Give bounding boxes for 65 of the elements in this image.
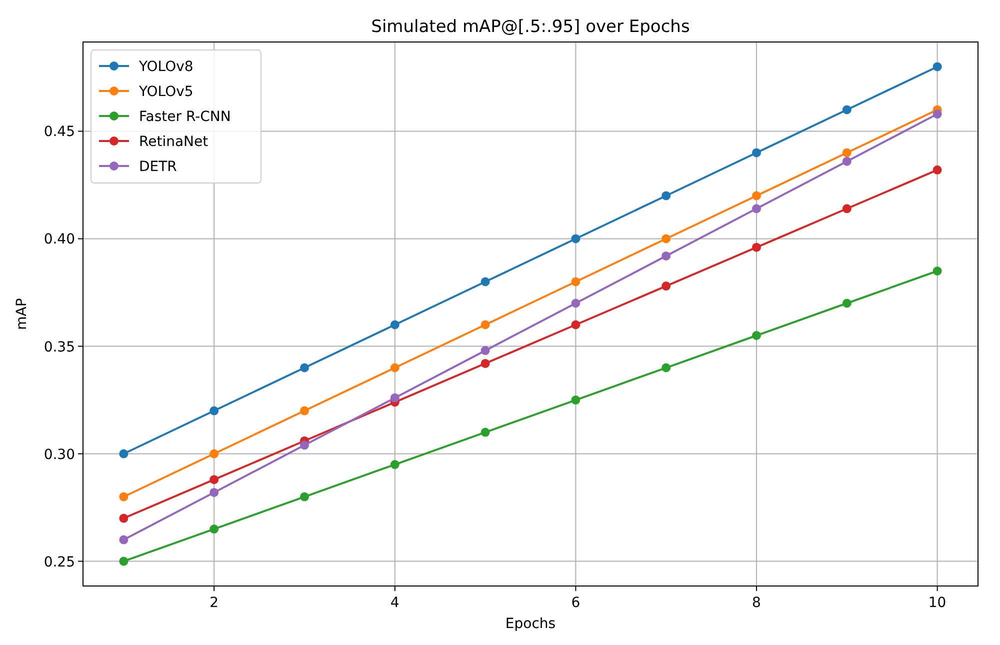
legend-label: DETR: [139, 159, 178, 175]
point: [662, 191, 671, 200]
point: [119, 514, 128, 523]
point: [932, 266, 942, 276]
point: [752, 148, 762, 158]
y-tick-label: 0.40: [44, 232, 75, 248]
point: [119, 449, 128, 458]
x-tick-label: 2: [210, 595, 219, 611]
point: [300, 440, 309, 450]
point: [662, 234, 671, 244]
point: [480, 277, 490, 286]
point: [210, 475, 219, 484]
point: [390, 320, 400, 330]
point: [752, 204, 762, 214]
point: [210, 488, 219, 497]
x-axis-title: Epochs: [505, 616, 556, 632]
point: [571, 298, 580, 308]
point: [480, 320, 490, 330]
legend-label: RetinaNet: [139, 134, 209, 150]
y-tick-label: 0.25: [44, 554, 75, 570]
point: [119, 535, 128, 544]
point: [390, 393, 400, 402]
y-tick-label: 0.30: [44, 446, 75, 463]
y-tick-label: 0.35: [44, 339, 75, 356]
point: [210, 524, 219, 534]
point: [300, 406, 309, 416]
point: [932, 110, 942, 119]
legend-label: YOLOv8: [138, 59, 194, 75]
point: [752, 331, 762, 340]
point: [662, 363, 671, 372]
point: [300, 363, 309, 372]
point: [932, 165, 942, 174]
x-tick-label: 8: [752, 595, 761, 611]
point: [571, 396, 580, 405]
point: [390, 363, 400, 372]
point: [662, 282, 671, 291]
x-tick-label: 4: [390, 595, 400, 611]
point: [571, 320, 580, 330]
point: [480, 428, 490, 437]
point: [752, 191, 762, 200]
point: [119, 556, 128, 566]
point: [210, 449, 219, 458]
point: [842, 148, 852, 158]
point: [932, 62, 942, 72]
y-axis-title: mAP: [14, 298, 30, 330]
point: [210, 406, 219, 416]
y-tick-label: 0.45: [44, 124, 75, 140]
point: [752, 242, 762, 252]
point: [390, 460, 400, 470]
point: [480, 358, 490, 368]
point: [842, 105, 852, 114]
x-tick-label: 10: [928, 595, 946, 611]
x-tick-label: 6: [571, 595, 580, 611]
chart-title: Simulated mAP@[.5:.95] over Epochs: [371, 17, 690, 37]
point: [119, 492, 128, 502]
point: [662, 251, 671, 260]
point: [480, 346, 490, 356]
point: [571, 277, 580, 286]
point: [842, 298, 852, 308]
legend-label: YOLOv5: [138, 84, 194, 100]
point: [300, 492, 309, 502]
point: [842, 204, 852, 214]
point: [571, 234, 580, 244]
point: [842, 156, 852, 166]
legend-label: Faster R-CNN: [139, 109, 231, 125]
